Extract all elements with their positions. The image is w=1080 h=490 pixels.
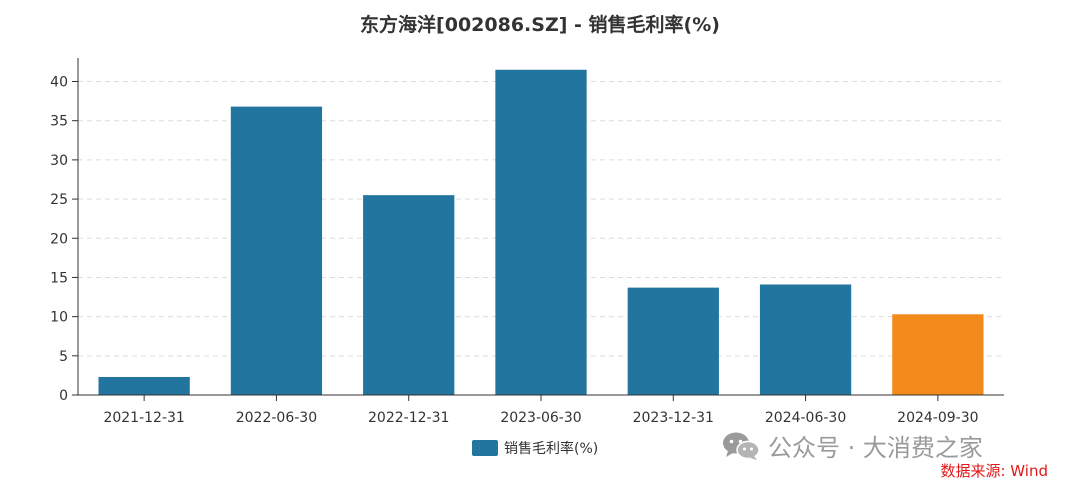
legend-swatch [472, 440, 498, 456]
bars [98, 69, 984, 396]
chart-title: 东方海洋[002086.SZ] - 销售毛利率(%) [360, 14, 720, 36]
y-tick-label: 15 [50, 270, 68, 286]
y-tick-label: 25 [50, 192, 68, 208]
y-tick-label: 20 [50, 231, 68, 247]
x-tick-label: 2024-06-30 [765, 410, 846, 426]
x-tick-label: 2021-12-31 [103, 410, 184, 426]
wechat-icon [723, 432, 760, 460]
x-tick-label: 2022-06-30 [236, 410, 317, 426]
x-tick-label: 2023-06-30 [500, 410, 581, 426]
y-tick-label: 10 [50, 310, 68, 326]
y-tick-label: 35 [50, 114, 68, 130]
legend-label: 销售毛利率(%) [504, 441, 599, 457]
bar [495, 69, 587, 396]
bar [230, 106, 323, 395]
watermark-text: 公众号 · 大消费之家 [768, 434, 983, 462]
y-tick-label: 0 [59, 388, 68, 404]
watermark: 公众号 · 大消费之家 [722, 428, 983, 463]
bar [759, 284, 852, 395]
y-tick-label: 5 [59, 349, 68, 365]
legend: 销售毛利率(%) [472, 438, 598, 458]
bar [892, 314, 984, 395]
data-source: 数据来源: Wind [940, 462, 1048, 480]
x-tick-label: 2023-12-31 [633, 410, 714, 426]
y-tick-label: 40 [50, 75, 68, 91]
x-tick-label: 2024-09-30 [897, 410, 978, 426]
bar [627, 287, 719, 395]
bar [98, 376, 190, 395]
axes: 0 5 10 15 20 25 30 35 40 2021-12-31 2022-06-30 2022… [50, 58, 1004, 426]
bar [363, 195, 455, 395]
y-tick-label: 30 [50, 153, 68, 169]
x-tick-label: 2022-12-31 [368, 410, 449, 426]
